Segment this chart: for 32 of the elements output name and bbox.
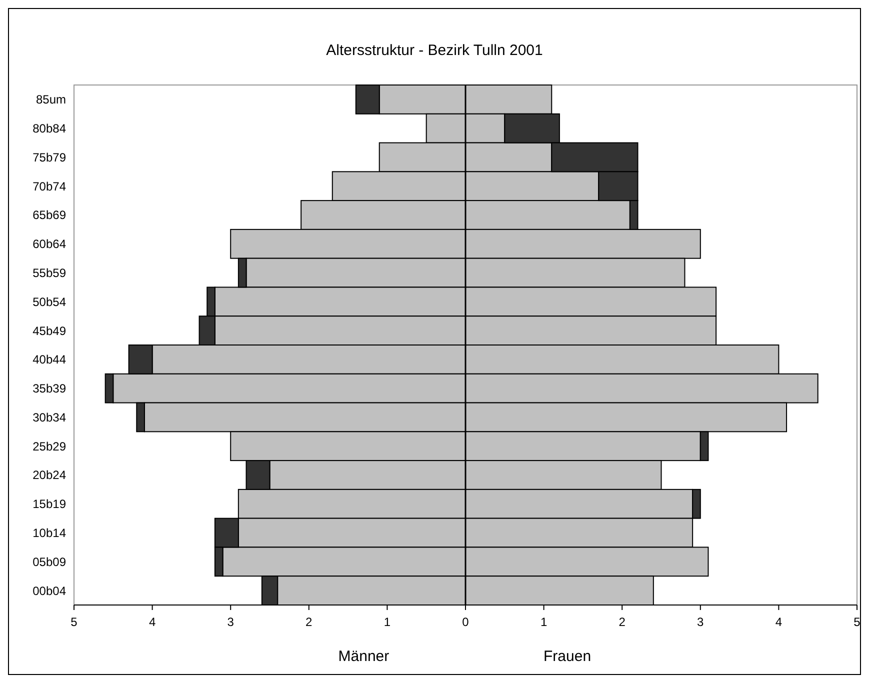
- y-tick-label: 85um: [36, 92, 66, 107]
- y-tick-label: 70b74: [32, 179, 66, 194]
- text: Frauen: [544, 648, 592, 665]
- y-tick-label: 35b39: [32, 382, 66, 396]
- x-tick-label: 4: [148, 615, 156, 629]
- y-tick-label: 00b04: [32, 584, 66, 598]
- y-tick-label: 55b59: [32, 266, 66, 280]
- y-tick-label: 80b84: [32, 122, 66, 136]
- x-tick-label: 2: [618, 615, 626, 629]
- y-tick-label: 50b54: [32, 294, 66, 309]
- y-tick-label: 30b34: [32, 410, 66, 424]
- y-tick-label: 65b69: [32, 208, 66, 222]
- x-tick-label: 5: [854, 615, 861, 629]
- x-tick-label: 0: [462, 615, 470, 629]
- y-tick-label: 60b64: [32, 237, 66, 252]
- x-tick-label: 3: [227, 615, 234, 629]
- y-tick-label: 20b24: [32, 468, 66, 482]
- y-tick-label: 25b29: [32, 439, 66, 454]
- y-tick-label: 15b19: [32, 497, 66, 512]
- x-tick-label: 3: [697, 615, 704, 629]
- y-tick-label: 10b14: [32, 526, 66, 540]
- x-tick-label: 1: [540, 615, 548, 629]
- y-tick-label: 75b79: [32, 150, 66, 164]
- y-tick-label: 45b49: [32, 324, 66, 338]
- y-tick-label: 40b44: [32, 352, 66, 367]
- y-tick-label: 05b09: [32, 554, 66, 569]
- chart-title: Altersstruktur - Bezirk Tulln 2001: [326, 42, 543, 59]
- text: Männer: [338, 648, 390, 665]
- x-tick-label: 2: [306, 615, 313, 629]
- x-tick-label: 4: [775, 615, 782, 629]
- x-tick-label: 5: [70, 615, 78, 629]
- x-tick-label: 1: [384, 615, 391, 629]
